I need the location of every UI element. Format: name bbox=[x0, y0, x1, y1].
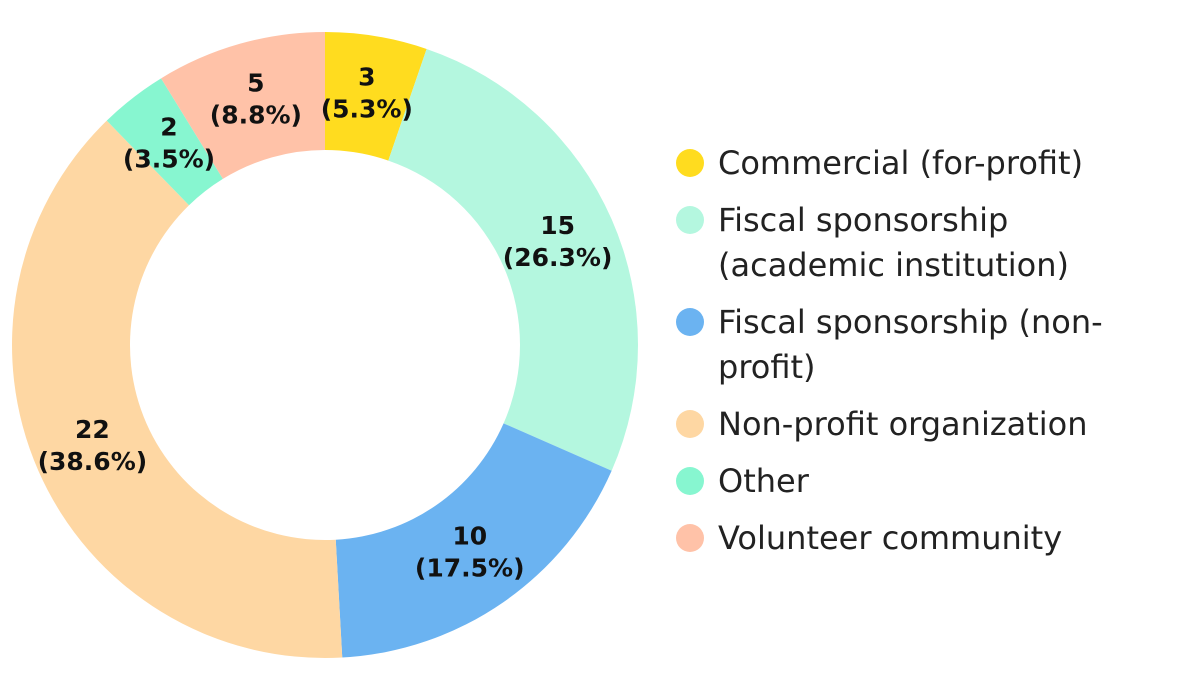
legend-item: Fiscal sponsorship (academic institution… bbox=[674, 198, 1134, 288]
legend-label: Volunteer community bbox=[718, 519, 1063, 557]
data-label: 5 bbox=[247, 69, 264, 98]
legend-swatch bbox=[676, 149, 704, 177]
percent-label: (26.3%) bbox=[503, 243, 613, 272]
legend-label: Fiscal sponsorship (non-profit) bbox=[718, 303, 1103, 386]
legend: Commercial (for-profit) Fiscal sponsorshi… bbox=[674, 141, 1134, 561]
legend-item: Non-profit organization bbox=[674, 402, 1134, 447]
legend-label: Commercial (for-profit) bbox=[718, 144, 1084, 182]
percent-label: (38.6%) bbox=[38, 447, 148, 476]
percent-label: (8.8%) bbox=[210, 101, 302, 130]
legend-swatch bbox=[676, 308, 704, 336]
data-label: 15 bbox=[540, 211, 575, 240]
legend-label: Fiscal sponsorship (academic institution… bbox=[718, 201, 1070, 284]
percent-label: (5.3%) bbox=[321, 94, 413, 123]
legend-swatch bbox=[676, 410, 704, 438]
legend-item: Other bbox=[674, 459, 1134, 504]
data-label: 10 bbox=[452, 522, 487, 551]
data-label: 22 bbox=[75, 415, 110, 444]
legend-swatch bbox=[676, 206, 704, 234]
donut-slice bbox=[388, 48, 638, 471]
legend-item: Volunteer community bbox=[674, 516, 1134, 561]
legend-swatch bbox=[676, 524, 704, 552]
donut-slice bbox=[106, 78, 223, 206]
percent-label: (17.5%) bbox=[415, 554, 525, 583]
legend-label: Other bbox=[718, 462, 809, 500]
legend-label: Non-profit organization bbox=[718, 405, 1088, 443]
legend-swatch bbox=[676, 467, 704, 495]
donut-slice bbox=[161, 31, 325, 179]
donut-slice bbox=[11, 120, 343, 658]
donut-slice bbox=[335, 423, 612, 658]
chart: 3 (5.3%) 15 (26.3%) 10 (17.5%) 22 (38.6%) 2 (3.5%… bbox=[11, 31, 638, 658]
data-label: 3 bbox=[358, 62, 375, 91]
donut-slice bbox=[325, 32, 427, 161]
legend-item: Commercial (for-profit) bbox=[674, 141, 1134, 186]
legend-item: Fiscal sponsorship (non-profit) bbox=[674, 300, 1134, 390]
percent-label: (3.5%) bbox=[123, 145, 215, 174]
data-label: 2 bbox=[160, 113, 177, 142]
